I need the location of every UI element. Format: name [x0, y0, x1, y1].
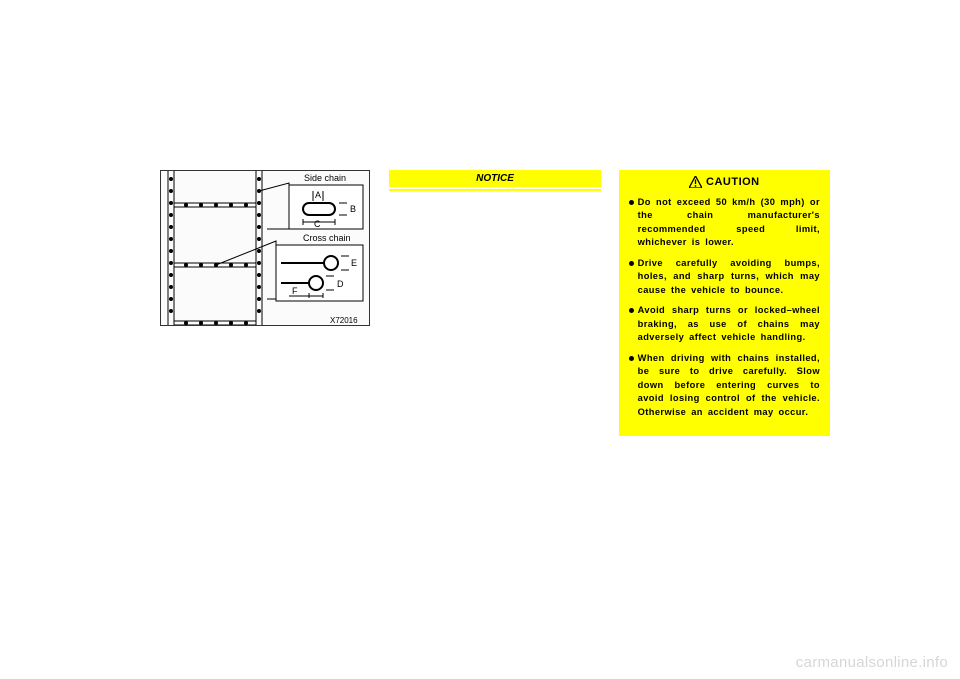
- list-item: Do not exceed 50 km/h (30 mph) or the ch…: [629, 196, 820, 250]
- watermark: carmanualsonline.info: [796, 654, 948, 671]
- manual-page: Side chain A B: [0, 0, 960, 679]
- caution-header: CAUTION: [627, 176, 822, 188]
- chain-figure-svg: Side chain A B: [161, 171, 370, 326]
- list-item: Drive carefully avoiding bumps, holes, a…: [629, 257, 820, 297]
- notice-divider: [389, 189, 600, 191]
- list-item: When driving with chains installed, be s…: [629, 352, 820, 419]
- svg-text:B: B: [350, 204, 356, 214]
- caution-list: Do not exceed 50 km/h (30 mph) or the ch…: [627, 196, 822, 419]
- warning-icon: [689, 176, 702, 188]
- caution-box: CAUTION Do not exceed 50 km/h (30 mph) o…: [619, 170, 830, 436]
- svg-text:E: E: [351, 258, 357, 268]
- figure-code: X72016: [330, 316, 358, 325]
- cross-chain-label: Cross chain: [303, 233, 351, 243]
- columns: Side chain A B: [160, 170, 830, 436]
- column-right: CAUTION Do not exceed 50 km/h (30 mph) o…: [619, 170, 830, 436]
- column-left: Side chain A B: [160, 170, 371, 436]
- svg-text:C: C: [314, 219, 321, 229]
- chain-figure: Side chain A B: [160, 170, 370, 326]
- svg-text:F: F: [292, 286, 298, 296]
- svg-text:A: A: [315, 190, 321, 200]
- svg-text:D: D: [337, 279, 344, 289]
- list-item: Avoid sharp turns or locked–wheel brakin…: [629, 304, 820, 344]
- column-middle: NOTICE: [389, 170, 600, 436]
- caution-header-text: CAUTION: [706, 176, 760, 188]
- notice-header: NOTICE: [389, 170, 600, 187]
- notice-box: NOTICE: [389, 170, 600, 191]
- side-chain-label: Side chain: [304, 173, 346, 183]
